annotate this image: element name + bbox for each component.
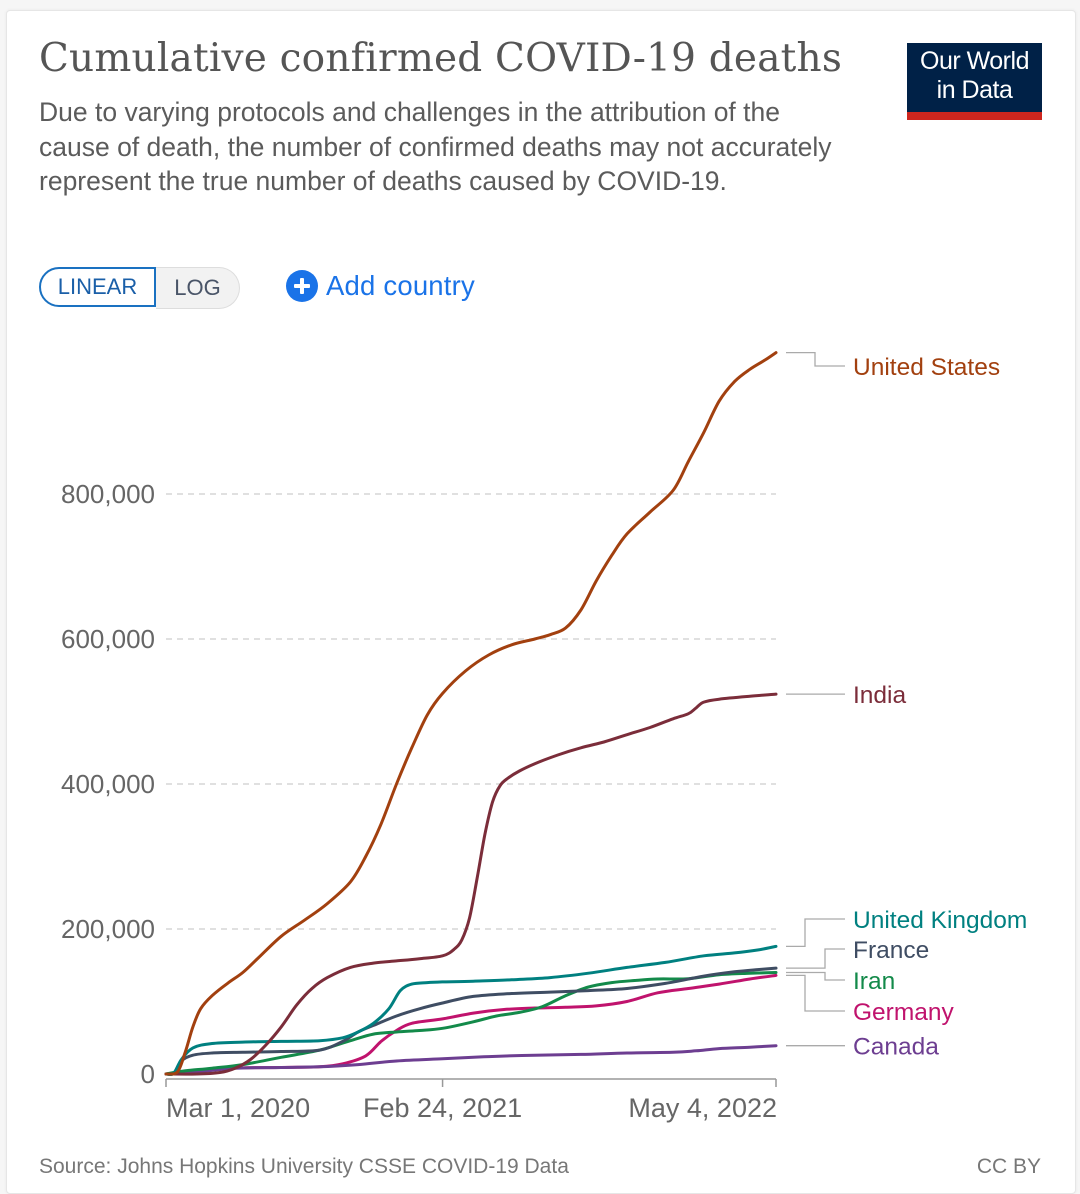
owid-logo[interactable]: Our World in Data xyxy=(907,43,1042,120)
series-line-canada[interactable] xyxy=(164,1044,778,1076)
y-axis-ticks: 0 200,000 400,000 600,000 800,000 xyxy=(61,479,155,1089)
label-connector xyxy=(786,974,845,1012)
logo-line-2: in Data xyxy=(936,76,1013,104)
source-note[interactable]: Source: Johns Hopkins University CSSE CO… xyxy=(39,1155,569,1178)
series-lines xyxy=(164,351,778,1077)
plus-circle-icon xyxy=(286,270,318,302)
series-label-france[interactable]: France xyxy=(853,937,929,964)
logo-accent-bar xyxy=(907,112,1042,120)
add-country-button[interactable]: Add country xyxy=(286,270,475,302)
series-line-india[interactable] xyxy=(164,692,778,1076)
y-tick-label: 200,000 xyxy=(61,914,155,944)
series-line-united-states[interactable] xyxy=(164,351,778,1076)
series-label-united-kingdom[interactable]: United Kingdom xyxy=(853,907,1027,934)
series-end-labels: United States India United Kingdom France Ir… xyxy=(786,351,1027,1061)
chart-title: Cumulative confirmed COVID-19 deaths xyxy=(39,36,843,81)
logo-line-1: Our World xyxy=(920,47,1029,75)
x-tick-label: Mar 1, 2020 xyxy=(166,1093,310,1123)
y-tick-label: 0 xyxy=(141,1059,155,1089)
series-label-united-states[interactable]: United States xyxy=(853,354,1000,381)
series-label-germany[interactable]: Germany xyxy=(853,999,955,1026)
add-country-label: Add country xyxy=(326,270,475,301)
series-line-france[interactable] xyxy=(164,966,778,1076)
log-scale-button[interactable]: LOG xyxy=(156,267,240,309)
gridlines xyxy=(166,493,776,930)
license-link[interactable]: CC BY xyxy=(976,1155,1041,1178)
label-connector xyxy=(786,918,845,948)
label-connector xyxy=(786,948,845,969)
series-label-iran[interactable]: Iran xyxy=(853,968,895,995)
series-line-germany[interactable] xyxy=(164,973,778,1076)
label-connector xyxy=(786,971,845,981)
chart-subtitle: Due to varying protocols and challenges … xyxy=(39,97,832,196)
x-axis: Mar 1, 2020 Feb 24, 2021 May 4, 2022 xyxy=(165,1078,777,1123)
y-tick-label: 600,000 xyxy=(61,624,155,654)
series-label-india[interactable]: India xyxy=(853,682,907,709)
y-tick-label: 800,000 xyxy=(61,479,155,509)
line-chart: 0 200,000 400,000 600,000 800,000 Mar 1, 202… xyxy=(61,351,1027,1123)
series-line-united-kingdom[interactable] xyxy=(164,944,778,1077)
scale-toggle: LINEAR LOG xyxy=(39,267,240,309)
label-connector xyxy=(786,351,845,367)
series-label-canada[interactable]: Canada xyxy=(853,1034,939,1061)
linear-scale-button[interactable]: LINEAR xyxy=(39,267,156,307)
x-tick-label: May 4, 2022 xyxy=(628,1093,777,1123)
logo-text: Our World in Data xyxy=(907,47,1042,105)
y-tick-label: 400,000 xyxy=(61,769,155,799)
x-tick-label: Feb 24, 2021 xyxy=(363,1093,522,1123)
chart-card xyxy=(6,10,1076,1194)
